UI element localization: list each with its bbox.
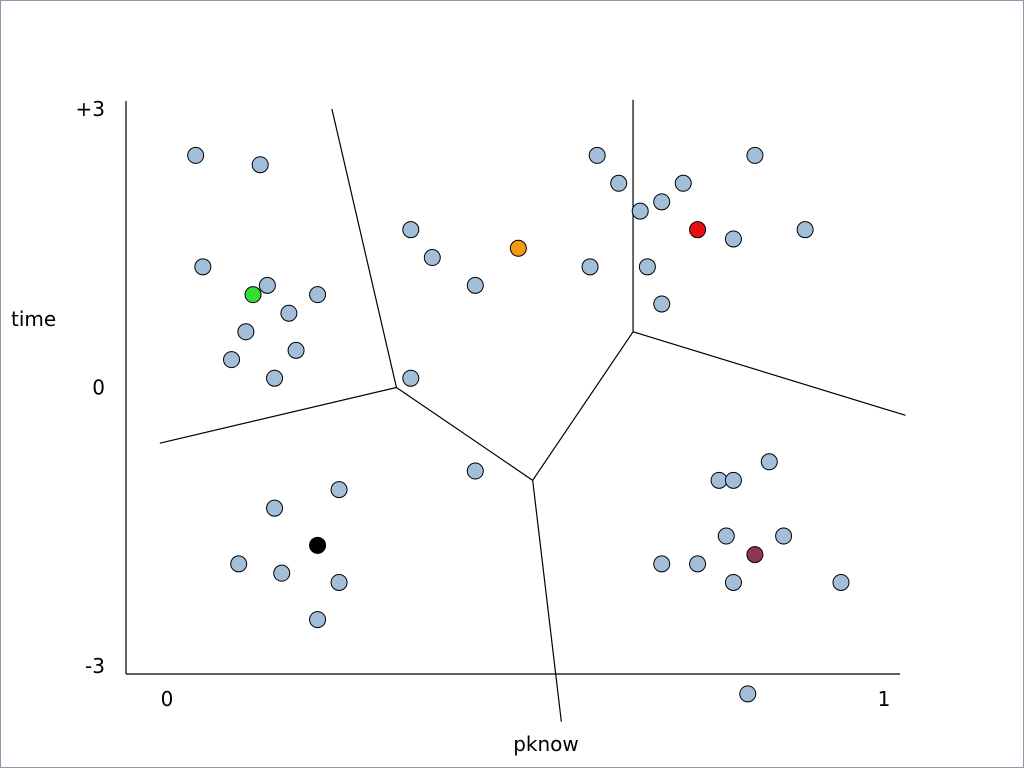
centroid-point-2 (689, 221, 707, 239)
data-point-3 (258, 276, 276, 294)
data-point-5 (237, 323, 255, 341)
data-point-19 (653, 193, 671, 211)
data-point-11 (423, 249, 441, 267)
data-point-13 (402, 369, 420, 387)
centroid-point-3 (309, 536, 327, 554)
data-point-40 (832, 573, 850, 591)
data-point-20 (674, 174, 692, 192)
boundary-line-4 (532, 331, 634, 481)
centroid-point-0 (244, 286, 262, 304)
data-point-12 (466, 276, 484, 294)
boundary-line-1 (331, 108, 398, 388)
data-point-23 (796, 221, 814, 239)
data-point-7 (223, 351, 241, 369)
data-point-8 (287, 341, 305, 359)
data-point-36 (775, 527, 793, 545)
data-point-31 (309, 611, 327, 629)
data-point-24 (638, 258, 656, 276)
data-point-30 (330, 573, 348, 591)
data-point-16 (588, 146, 606, 164)
data-point-15 (466, 462, 484, 480)
tick-labels: 0 1 +3 0 -3 (76, 97, 891, 711)
boundary-line-2 (396, 387, 534, 481)
x-axis-label: pknow (513, 732, 579, 756)
data-point-29 (273, 564, 291, 582)
data-point-35 (717, 527, 735, 545)
data-points (187, 146, 850, 703)
centroid-point-1 (509, 239, 527, 257)
y-tick-label-2: -3 (85, 654, 105, 678)
y-axis-label: time (11, 307, 56, 331)
data-point-18 (631, 202, 649, 220)
data-point-38 (689, 555, 707, 573)
data-point-39 (724, 573, 742, 591)
x-tick-label-0: 0 (161, 687, 174, 711)
data-point-6 (280, 304, 298, 322)
data-point-1 (251, 156, 269, 174)
data-point-4 (309, 286, 327, 304)
boundary-line-6 (632, 331, 906, 416)
data-point-17 (610, 174, 628, 192)
cluster-centroids (244, 221, 764, 564)
data-point-22 (724, 230, 742, 248)
data-point-0 (187, 146, 205, 164)
data-point-41 (739, 685, 757, 703)
data-point-32 (710, 471, 728, 489)
boundary-line-3 (532, 480, 562, 722)
data-point-14 (581, 258, 599, 276)
data-point-9 (266, 369, 284, 387)
cluster-boundaries (159, 99, 906, 722)
boundary-line-0 (159, 386, 397, 444)
centroid-point-4 (746, 546, 764, 564)
y-tick-label-0: +3 (76, 97, 105, 121)
data-point-27 (330, 481, 348, 499)
data-point-34 (760, 453, 778, 471)
data-point-25 (653, 295, 671, 313)
data-point-21 (746, 146, 764, 164)
data-point-37 (653, 555, 671, 573)
y-tick-label-1: 0 (92, 376, 105, 400)
data-point-10 (402, 221, 420, 239)
data-point-2 (194, 258, 212, 276)
data-point-26 (266, 499, 284, 517)
x-tick-label-1: 1 (878, 687, 891, 711)
data-point-33 (724, 471, 742, 489)
data-point-28 (230, 555, 248, 573)
